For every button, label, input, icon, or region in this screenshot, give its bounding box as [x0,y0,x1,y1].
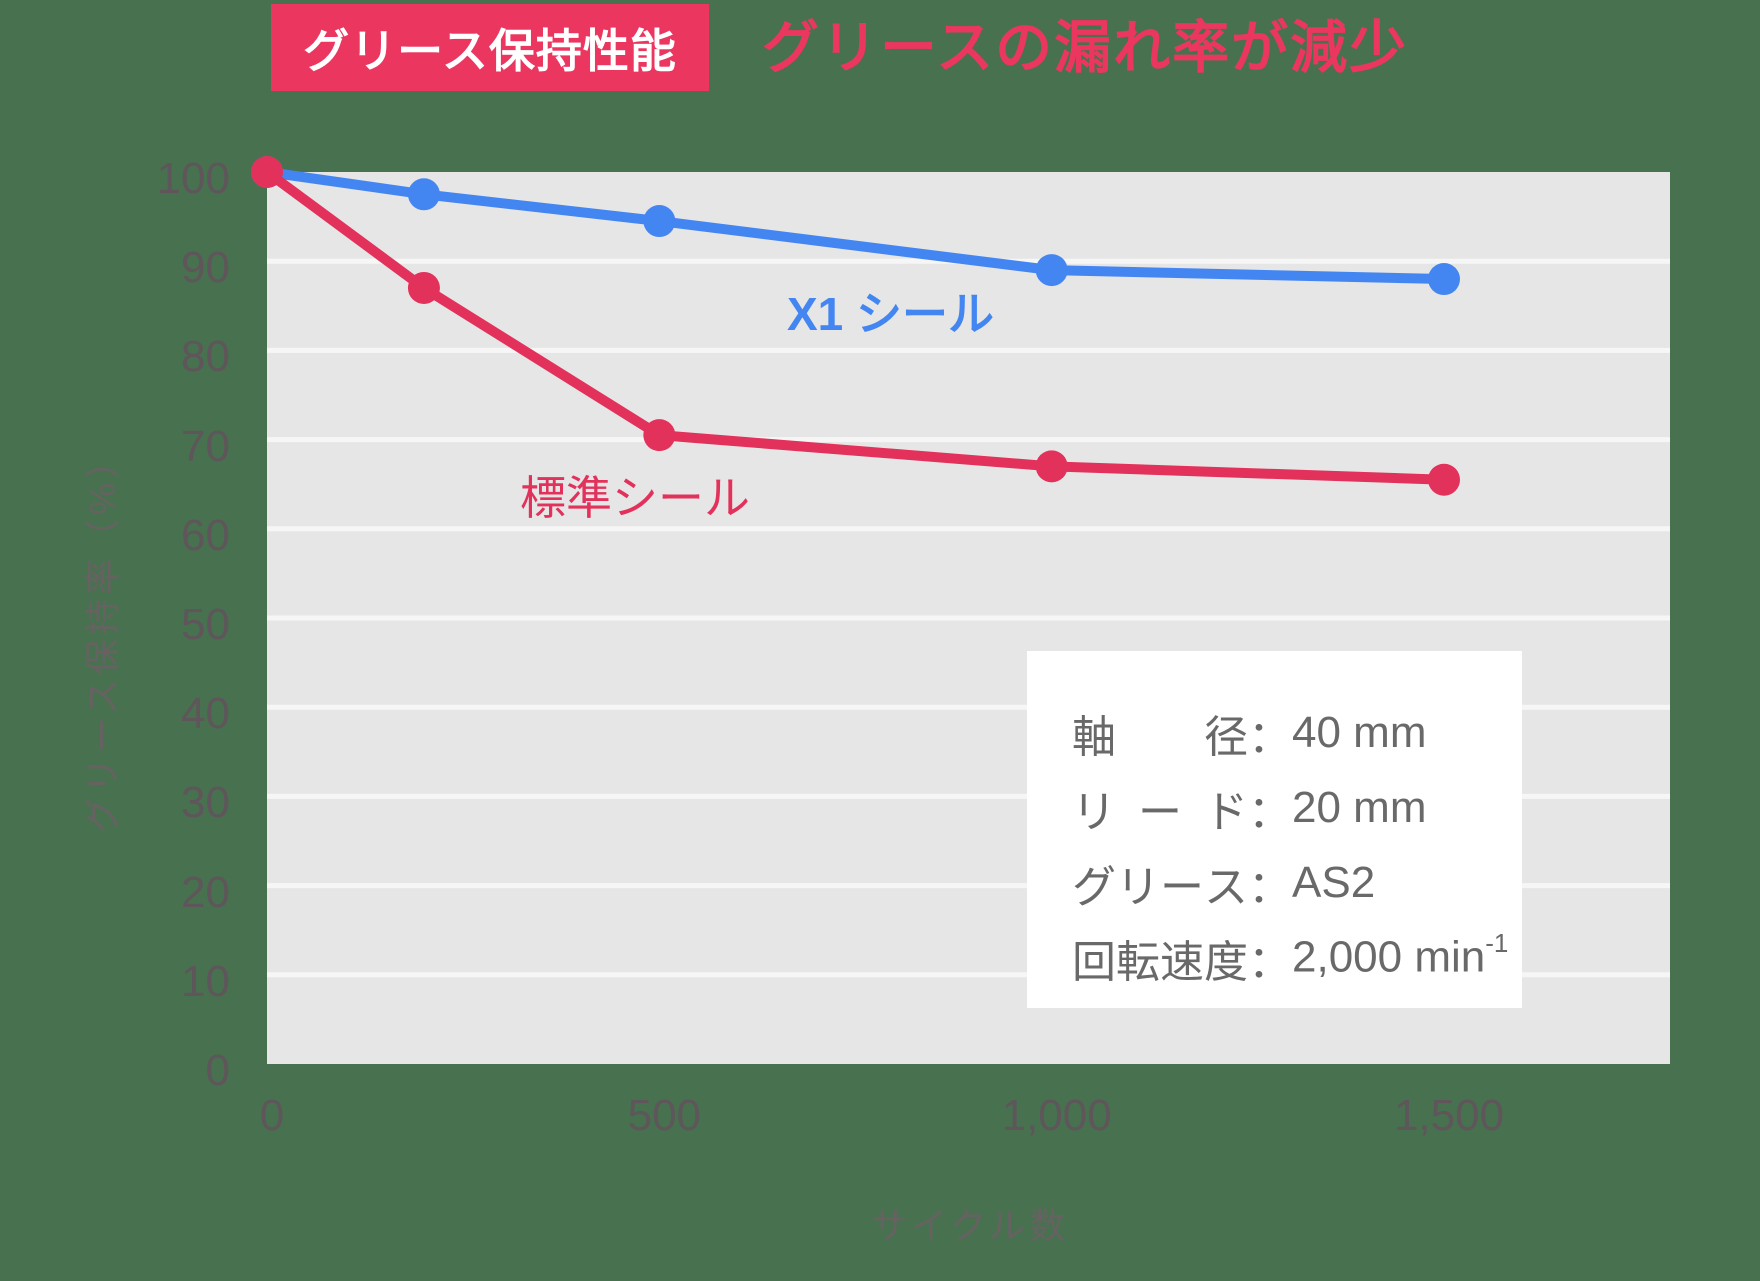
y-tick-label: 10 [181,956,230,1006]
data-point [1428,463,1460,496]
data-point [1428,263,1460,296]
spec-value: 40 mm [1292,707,1427,757]
spec-label: 軸径 [1072,712,1248,762]
y-axis-title: グリース保持率（%） [82,438,123,834]
y-tick-label: 50 [181,600,230,649]
x-axis-title: サイクル数 [870,1205,1070,1246]
chart-title-badge: グリース保持性能 [271,4,709,91]
spec-label: リード [1072,787,1248,837]
spec-label: グリース [1072,862,1248,912]
y-tick-label: 40 [181,689,230,739]
spec-colon: ： [1248,862,1292,912]
y-tick-label: 90 [181,243,230,293]
data-point [407,271,440,304]
spec-colon: ： [1248,712,1292,762]
y-tick-label: 70 [181,421,230,471]
data-point [643,205,676,238]
spec-value-superscript: -1 [1485,928,1509,959]
chart-title: グリース保持性能 [303,24,677,77]
data-point [1035,254,1068,287]
spec-row: 軸径： 40 mm [1072,695,1522,770]
y-tick-label: 60 [181,510,230,560]
spec-row: グリース： AS2 [1072,845,1522,920]
spec-label: 回転速度 [1072,937,1248,987]
y-tick-label: 0 [205,1046,230,1095]
test-conditions-box: 軸径： 40 mm リード： 20 mm グリース： AS2 回転速度： 2,000 min-… [1027,651,1522,1008]
x-tick-label: 1,000 [1001,1091,1112,1140]
spec-value: AS2 [1292,857,1376,907]
y-tick-label: 20 [181,867,230,917]
data-point [407,178,440,211]
chart-subtitle: グリースの漏れ率が減少 [762,16,1409,80]
spec-colon: ： [1248,787,1292,837]
y-tick-label: 80 [181,332,230,382]
x-tick-label: 500 [627,1091,702,1140]
data-point [251,156,283,188]
series-label-x1-seal: X1 シール [787,288,995,340]
x-tick-label: 0 [259,1091,285,1140]
y-tick-label: 100 [156,154,230,203]
spec-colon: ： [1248,937,1292,987]
spec-value: 2,000 min-1 [1292,928,1509,982]
y-tick-label: 30 [181,778,230,828]
spec-row: 回転速度： 2,000 min-1 [1072,920,1522,995]
series-label-standard-seal: 標準シール [520,472,750,524]
x-tick-label: 1,500 [1393,1091,1505,1140]
data-point [643,419,676,452]
data-point [1035,450,1068,483]
spec-value: 20 mm [1292,782,1427,832]
spec-row: リード： 20 mm [1072,770,1522,845]
